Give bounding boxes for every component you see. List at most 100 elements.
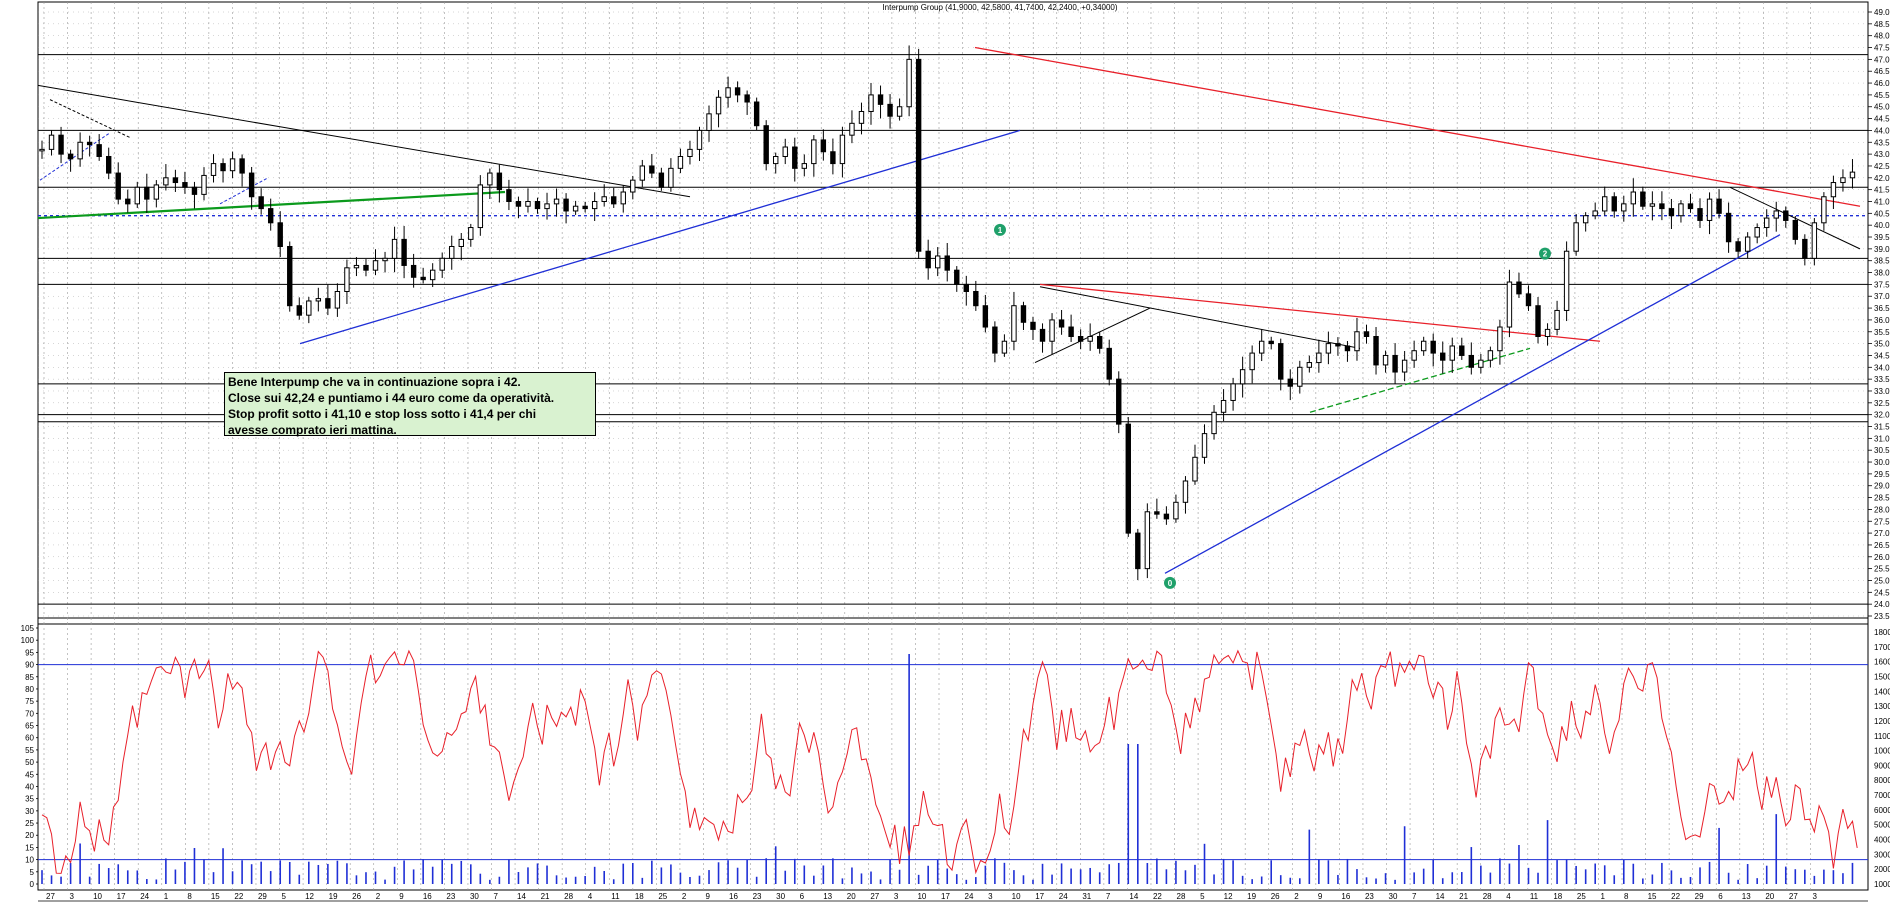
x-day-tick: 27	[870, 892, 879, 901]
candle-body	[1125, 423, 1131, 534]
wave-marker-circle	[994, 223, 1006, 236]
x-day-tick: 17	[1035, 892, 1044, 901]
candle-body	[1163, 513, 1170, 520]
candle-body	[963, 283, 969, 292]
candle-body	[306, 300, 312, 316]
candle-body	[1744, 236, 1751, 252]
x-day-tick: 12	[1224, 892, 1233, 901]
candle-body	[296, 305, 302, 316]
candle-body	[1039, 328, 1046, 342]
x-day-tick: 18	[1553, 892, 1562, 901]
candle-body	[1116, 378, 1122, 425]
candle-body	[1030, 321, 1036, 330]
x-day-tick: 27	[46, 892, 55, 901]
wave-marker-circle	[1539, 247, 1551, 260]
candle-body	[839, 134, 846, 165]
candle-body	[1792, 219, 1798, 240]
candle-body	[1420, 340, 1427, 352]
x-day-tick: 22	[234, 892, 243, 901]
downtrend-line	[37, 84, 691, 198]
candles-layer	[39, 45, 1856, 581]
x-day-tick: 4	[588, 892, 593, 901]
candle-body	[1106, 347, 1112, 380]
x-day-tick: 15	[1648, 892, 1657, 901]
y-tick-label: 35.0	[1874, 340, 1890, 349]
axis-layer: 27 3 10 17 24 1 8 15 22 29 5 12 19 26 2 9 16 23 30 7 14 21 28 4…	[21, 8, 1890, 907]
candle-body	[658, 172, 665, 188]
x-day-tick: 19	[1247, 892, 1256, 901]
candle-body	[372, 260, 379, 271]
candle-body	[1278, 343, 1284, 380]
candle-body	[1020, 305, 1027, 323]
oscillator-panel-frame	[37, 617, 1869, 891]
candle-body	[1764, 217, 1770, 229]
x-day-tick: 2	[1294, 892, 1299, 901]
y-tick-label: 42.0	[1874, 174, 1890, 183]
y-tick-label: 33.5	[1874, 375, 1890, 384]
candle-body	[1440, 352, 1446, 361]
x-day-tick: 8	[187, 892, 192, 901]
x-day-tick: 28	[1177, 892, 1186, 901]
y-tick-label: 32.5	[1874, 399, 1890, 408]
candle-body	[1497, 326, 1503, 352]
x-day-tick: 7	[1106, 892, 1111, 901]
candle-body	[382, 257, 388, 262]
x-day-tick: 7	[1412, 892, 1417, 901]
osc-tick-label: 35	[25, 795, 34, 804]
candle-body	[182, 182, 188, 188]
candle-body	[925, 250, 931, 269]
y-tick-label: 35.5	[1874, 328, 1890, 337]
y-tick-label: 45.0	[1874, 103, 1890, 112]
candle-body	[792, 146, 798, 169]
candle-body	[696, 129, 703, 150]
x-day-tick: 10	[917, 892, 926, 901]
candle-body	[1011, 305, 1017, 342]
x-day-tick: 3	[70, 892, 75, 901]
candle-body	[630, 179, 636, 193]
osc-tick-label: 20	[25, 831, 34, 840]
y-tick-label: 46.0	[1874, 79, 1890, 88]
x-day-tick: 4	[1506, 892, 1511, 901]
candle-body	[687, 148, 693, 157]
volume-tick-label: 5000	[1874, 821, 1890, 830]
wave-marker-label: 2	[1543, 250, 1548, 259]
x-day-tick: 17	[117, 892, 126, 901]
y-tick-label: 47.5	[1874, 44, 1890, 53]
candle-body	[668, 167, 674, 188]
y-tick-label: 25.0	[1874, 576, 1890, 585]
candle-body	[1335, 343, 1341, 347]
candle-body	[611, 196, 617, 205]
candle-body	[439, 257, 445, 271]
osc-tick-label: 50	[25, 758, 34, 767]
blue-dashed-line-2	[219, 177, 269, 205]
candle-body	[1297, 366, 1303, 387]
y-tick-label: 28.0	[1874, 505, 1890, 514]
y-tick-label: 45.5	[1874, 91, 1890, 100]
osc-tick-label: 60	[25, 734, 34, 743]
candle-body	[1773, 210, 1779, 219]
candle-body	[1659, 203, 1665, 210]
y-tick-label: 27.0	[1874, 529, 1890, 538]
candle-body	[1468, 354, 1475, 368]
candle-body	[468, 227, 474, 240]
x-day-tick: 23	[753, 892, 762, 901]
black-downtrend-line-2	[1039, 286, 1361, 349]
candle-body	[401, 238, 407, 266]
osc-tick-label: 70	[25, 709, 34, 718]
osc-tick-label: 30	[25, 807, 34, 816]
y-tick-label: 48.5	[1874, 20, 1890, 29]
candle-body	[544, 203, 550, 210]
volume-tick-label: 12000	[1874, 717, 1890, 726]
x-day-tick: 26	[352, 892, 361, 901]
candle-body	[67, 153, 74, 160]
candle-body	[449, 245, 455, 259]
candle-body	[896, 106, 903, 117]
x-day-tick: 24	[140, 892, 149, 901]
candle-body	[39, 148, 45, 152]
candle-body	[649, 165, 655, 174]
candle-body	[1516, 281, 1522, 295]
x-day-tick: 15	[211, 892, 220, 901]
x-day-tick: 14	[1129, 892, 1138, 901]
volume-tick-label: 4000	[1874, 836, 1890, 845]
candle-body	[1802, 238, 1808, 259]
